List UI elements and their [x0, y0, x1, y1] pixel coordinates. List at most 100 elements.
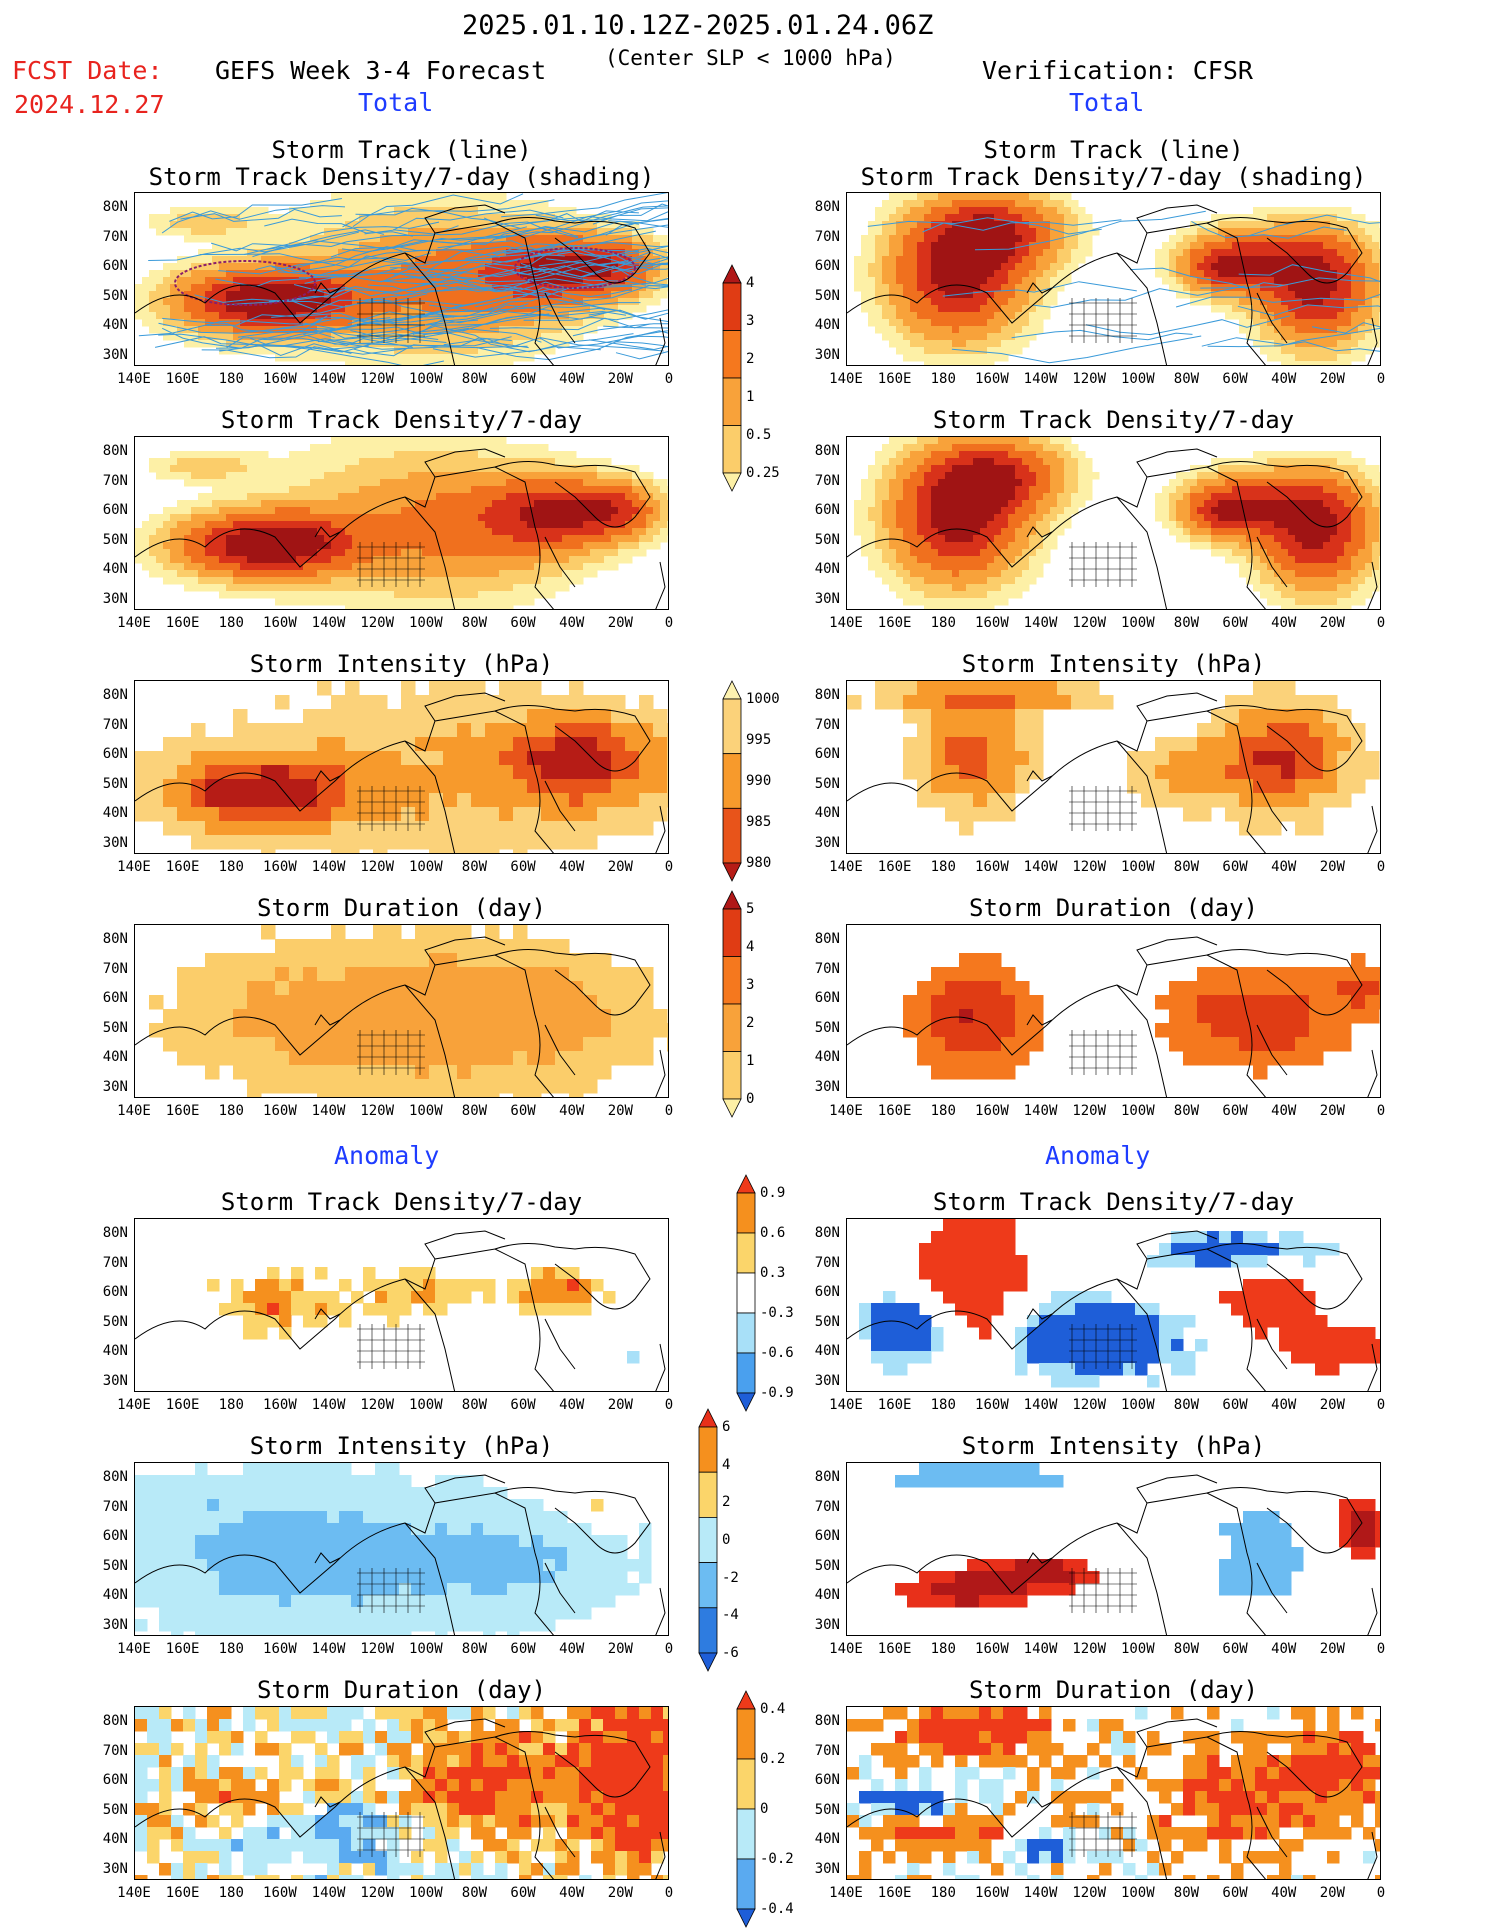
lat-label: 40N	[802, 1588, 840, 1602]
lon-label: 20W	[595, 1104, 645, 1118]
lon-label: 80W	[449, 1398, 499, 1412]
lat-label: 70N	[802, 230, 840, 244]
lon-label: 160W	[967, 1398, 1017, 1412]
panel-title-line1: Storm Duration (day)	[814, 895, 1414, 922]
lat-label: 30N	[90, 592, 128, 606]
lat-label: 60N	[90, 503, 128, 517]
total-intensity-title-right: Storm Intensity (hPa)	[814, 651, 1414, 678]
panel-title-line1: Storm Duration (day)	[102, 895, 702, 922]
lat-label: 80N	[802, 688, 840, 702]
colorbar-tick-label: 3	[746, 978, 754, 992]
lat-label: 40N	[90, 562, 128, 576]
lon-label: 140W	[1016, 1104, 1066, 1118]
lon-label: 20W	[595, 1642, 645, 1656]
section-anomaly-left: Anomaly	[334, 1141, 439, 1170]
lon-label: 100W	[401, 860, 451, 874]
lon-label: 160E	[870, 616, 920, 630]
lon-label: 100W	[1113, 1642, 1163, 1656]
lon-label: 40W	[1259, 372, 1309, 386]
lat-label: 30N	[802, 836, 840, 850]
lon-label: 0	[644, 1398, 694, 1412]
colorbar-tick-label: 4	[746, 940, 754, 954]
lon-label: 120W	[1064, 616, 1114, 630]
lat-label: 30N	[802, 1618, 840, 1632]
lat-label: 40N	[802, 562, 840, 576]
colorbar-tick-label: 0.25	[746, 466, 780, 480]
lon-label: 160E	[870, 1398, 920, 1412]
lat-label: 50N	[802, 777, 840, 791]
lat-label: 80N	[802, 1470, 840, 1484]
panel-title-line1: Storm Track Density/7-day	[814, 1189, 1414, 1216]
lon-label: 60W	[1210, 1642, 1260, 1656]
colorbar-tick-label: 2	[746, 1016, 754, 1030]
lon-label: 140E	[109, 1398, 159, 1412]
lon-label: 80W	[449, 372, 499, 386]
lon-label: 100W	[1113, 1398, 1163, 1412]
colorbar-tick-label: -0.4	[760, 1902, 794, 1916]
lon-label: 140W	[304, 860, 354, 874]
lon-label: 40W	[547, 860, 597, 874]
colorbar-tick-label: 0	[722, 1533, 730, 1547]
colorbar-tick-label: 0.5	[746, 428, 771, 442]
lon-label: 160W	[255, 1886, 305, 1900]
left-title: GEFS Week 3-4 Forecast	[215, 56, 546, 85]
anom-intensity-title-left: Storm Intensity (hPa)	[102, 1433, 702, 1460]
lon-label: 60W	[1210, 1886, 1260, 1900]
lon-label: 80W	[449, 1104, 499, 1118]
panel-title-line2: Storm Track Density/7-day (shading)	[814, 164, 1414, 191]
colorbar-tick-label: 2	[722, 1495, 730, 1509]
panel-title-line1: Storm Track (line)	[814, 137, 1414, 164]
lon-label: 60W	[498, 1398, 548, 1412]
colorbar-tick-label: 0	[760, 1802, 768, 1816]
lon-label: 100W	[401, 1398, 451, 1412]
lat-label: 60N	[802, 747, 840, 761]
lat-label: 50N	[802, 1021, 840, 1035]
lat-label: 80N	[802, 1226, 840, 1240]
colorbar-density	[722, 264, 742, 496]
anom-density-title-left: Storm Track Density/7-day	[102, 1189, 702, 1216]
lon-label: 100W	[401, 1642, 451, 1656]
lat-label: 60N	[90, 1773, 128, 1787]
lon-label: 20W	[1307, 1104, 1357, 1118]
lat-label: 70N	[90, 1500, 128, 1514]
panel-title-line1: Storm Intensity (hPa)	[102, 651, 702, 678]
lat-label: 30N	[802, 1080, 840, 1094]
lon-label: 60W	[498, 616, 548, 630]
lon-label: 160W	[967, 860, 1017, 874]
lon-label: 40W	[547, 1104, 597, 1118]
lon-label: 40W	[1259, 616, 1309, 630]
lon-label: 80W	[1161, 372, 1211, 386]
colorbar-anom-intensity	[698, 1408, 718, 1676]
lon-label: 160W	[967, 1642, 1017, 1656]
colorbar-duration	[722, 890, 742, 1122]
panel-title-line2: Storm Track Density/7-day (shading)	[102, 164, 702, 191]
lon-label: 160E	[158, 1642, 208, 1656]
right-title: Verification: CFSR	[982, 56, 1253, 85]
colorbar-tick-label: 0.4	[760, 1702, 785, 1716]
lon-label: 40W	[547, 616, 597, 630]
lon-label: 20W	[595, 1398, 645, 1412]
lat-label: 60N	[802, 1773, 840, 1787]
anom-duration-title-left: Storm Duration (day)	[102, 1677, 702, 1704]
date-range: 2025.01.10.12Z-2025.01.24.06Z	[462, 10, 933, 41]
lon-label: 140W	[304, 372, 354, 386]
lon-label: 0	[1356, 616, 1406, 630]
lon-label: 140E	[109, 616, 159, 630]
lat-label: 70N	[802, 962, 840, 976]
lon-label: 0	[1356, 1398, 1406, 1412]
lon-label: 0	[644, 1104, 694, 1118]
panel-title-line1: Storm Intensity (hPa)	[814, 651, 1414, 678]
lon-label: 140E	[109, 372, 159, 386]
lat-label: 50N	[802, 289, 840, 303]
panel-title-line1: Storm Track Density/7-day	[814, 407, 1414, 434]
lat-label: 40N	[90, 318, 128, 332]
lon-label: 140W	[304, 1398, 354, 1412]
lat-label: 40N	[90, 806, 128, 820]
lat-label: 50N	[90, 1315, 128, 1329]
lat-label: 40N	[90, 1588, 128, 1602]
lon-label: 160E	[158, 1886, 208, 1900]
total-duration-title-right: Storm Duration (day)	[814, 895, 1414, 922]
total-track-title-right: Storm Track (line)Storm Track Density/7-…	[814, 137, 1414, 191]
lat-label: 80N	[90, 444, 128, 458]
lon-label: 160E	[870, 1642, 920, 1656]
